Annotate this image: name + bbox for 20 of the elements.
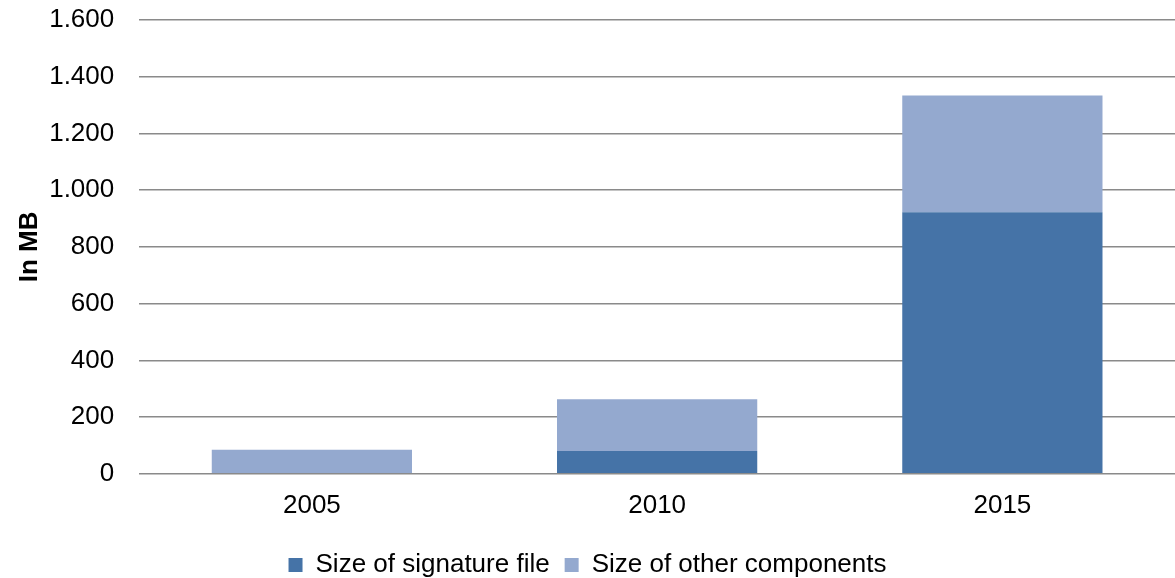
bar — [557, 399, 758, 452]
y-tick-label: 1.000 — [49, 173, 115, 204]
bar — [902, 95, 1103, 213]
y-tick-label: 1.200 — [49, 116, 115, 147]
x-tick-label: 2005 — [282, 488, 341, 519]
x-tick-label: 2010 — [628, 488, 687, 519]
y-tick-label: 1.400 — [49, 59, 115, 90]
legend-label: Size of other components — [591, 548, 887, 578]
bar — [902, 212, 1103, 474]
x-tick-label: 2015 — [973, 488, 1032, 519]
y-tick-label: 600 — [70, 286, 115, 317]
y-tick-label: 800 — [70, 230, 115, 261]
y-tick-label: 400 — [70, 343, 115, 374]
y-tick-label: 1.600 — [49, 3, 115, 34]
legend-label: Size of signature file — [315, 548, 550, 578]
bar — [211, 449, 413, 474]
y-tick-label: 200 — [70, 400, 115, 431]
y-tick-label: 0 — [99, 456, 115, 487]
y-axis-title: In MB — [12, 211, 43, 283]
bar — [557, 451, 758, 474]
